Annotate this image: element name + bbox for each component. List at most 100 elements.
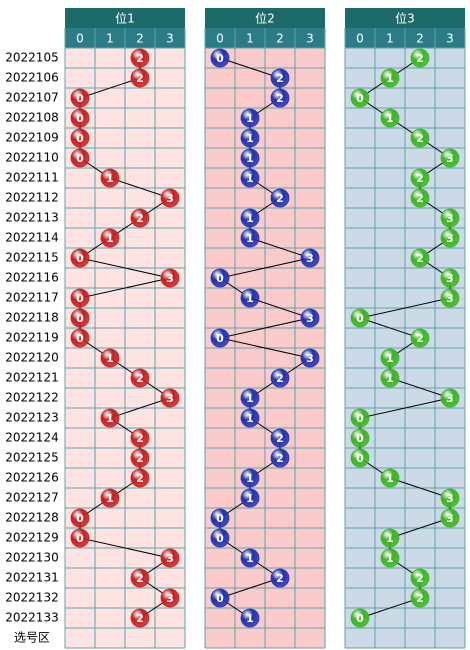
ball xyxy=(240,408,260,428)
period-label: 2022116 xyxy=(5,271,58,285)
ball xyxy=(410,568,430,588)
period-label: 2022132 xyxy=(5,591,58,605)
ball-number: 2 xyxy=(276,452,284,465)
ball xyxy=(70,508,90,528)
ball xyxy=(440,488,460,508)
ball xyxy=(440,288,460,308)
period-label: 2022119 xyxy=(5,331,58,345)
ball-number: 2 xyxy=(416,132,424,145)
ball-number: 1 xyxy=(106,232,114,245)
ball xyxy=(100,168,120,188)
panel-title: 位2 xyxy=(255,11,275,26)
ball-number: 3 xyxy=(446,392,454,405)
ball xyxy=(270,68,290,88)
ball-number: 3 xyxy=(446,292,454,305)
ball xyxy=(70,308,90,328)
ball-number: 1 xyxy=(386,112,394,125)
ball xyxy=(410,328,430,348)
ball xyxy=(130,448,150,468)
ball xyxy=(440,268,460,288)
ball xyxy=(210,268,230,288)
ball-number: 0 xyxy=(216,332,224,345)
period-label: 2022118 xyxy=(5,311,58,325)
period-label: 2022129 xyxy=(5,531,58,545)
ball xyxy=(100,228,120,248)
ball xyxy=(350,88,370,108)
ball-number: 0 xyxy=(356,452,364,465)
period-label: 2022128 xyxy=(5,511,58,525)
ball-number: 1 xyxy=(246,132,254,145)
ball-number: 2 xyxy=(276,92,284,105)
ball xyxy=(380,108,400,128)
period-label: 2022110 xyxy=(5,151,58,165)
period-label: 2022123 xyxy=(5,411,58,425)
ball-number: 3 xyxy=(166,552,174,565)
ball-number: 3 xyxy=(446,152,454,165)
ball-number: 3 xyxy=(446,512,454,525)
ball-number: 2 xyxy=(416,332,424,345)
ball xyxy=(240,168,260,188)
ball-number: 1 xyxy=(246,472,254,485)
ball xyxy=(130,68,150,88)
period-label: 2022133 xyxy=(5,611,58,625)
column-header: 3 xyxy=(306,32,314,46)
ball-number: 2 xyxy=(136,452,144,465)
ball-number: 3 xyxy=(166,392,174,405)
ball xyxy=(100,488,120,508)
ball-number: 2 xyxy=(276,372,284,385)
ball-number: 1 xyxy=(246,412,254,425)
ball-number: 2 xyxy=(276,192,284,205)
ball-number: 1 xyxy=(386,472,394,485)
ball-number: 1 xyxy=(246,112,254,125)
ball xyxy=(350,428,370,448)
ball xyxy=(380,348,400,368)
period-label: 2022105 xyxy=(5,51,58,65)
panel-title-bg xyxy=(205,8,325,28)
period-label: 2022115 xyxy=(5,251,58,265)
ball xyxy=(300,308,320,328)
footer-label: 选号区 xyxy=(14,631,50,645)
ball-number: 3 xyxy=(306,352,314,365)
ball xyxy=(270,188,290,208)
ball-number: 0 xyxy=(216,52,224,65)
period-label: 2022117 xyxy=(5,291,58,305)
panel-title-bg xyxy=(65,8,185,28)
column-header: 2 xyxy=(416,32,424,46)
ball xyxy=(210,528,230,548)
ball-number: 2 xyxy=(136,472,144,485)
ball-number: 0 xyxy=(76,132,84,145)
ball xyxy=(410,588,430,608)
ball xyxy=(130,608,150,628)
ball-number: 2 xyxy=(276,72,284,85)
ball xyxy=(160,548,180,568)
ball xyxy=(210,48,230,68)
ball xyxy=(240,468,260,488)
period-label: 2022111 xyxy=(5,171,58,185)
ball-number: 1 xyxy=(246,292,254,305)
ball-number: 1 xyxy=(246,392,254,405)
ball xyxy=(210,588,230,608)
ball xyxy=(100,408,120,428)
panel-title-bg xyxy=(345,8,465,28)
ball-number: 2 xyxy=(416,252,424,265)
ball-number: 0 xyxy=(356,92,364,105)
ball-number: 3 xyxy=(446,492,454,505)
ball-number: 1 xyxy=(106,352,114,365)
ball xyxy=(410,48,430,68)
ball xyxy=(380,548,400,568)
period-label: 2022106 xyxy=(5,71,58,85)
ball xyxy=(440,228,460,248)
ball xyxy=(160,388,180,408)
ball-number: 0 xyxy=(76,332,84,345)
period-label: 2022120 xyxy=(5,351,58,365)
ball-number: 1 xyxy=(246,552,254,565)
ball xyxy=(240,608,260,628)
ball-number: 3 xyxy=(166,592,174,605)
ball-number: 1 xyxy=(246,212,254,225)
ball xyxy=(70,128,90,148)
period-label: 2022131 xyxy=(5,571,58,585)
ball-number: 2 xyxy=(276,432,284,445)
period-label: 2022130 xyxy=(5,551,58,565)
ball-number: 0 xyxy=(356,412,364,425)
